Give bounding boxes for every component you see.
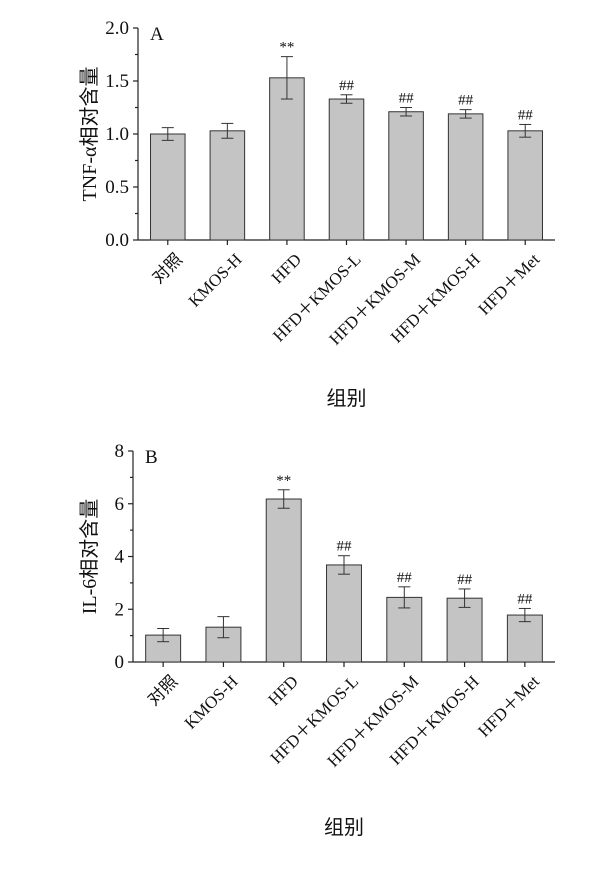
y-tick-label: 8	[115, 441, 125, 462]
bar	[209, 130, 246, 241]
y-tick-label: 2	[115, 599, 125, 620]
significance-label: ##	[518, 107, 534, 123]
x-category-label: 对照	[144, 672, 181, 709]
y-tick-label: 0.5	[105, 177, 129, 198]
x-category-label: HFD	[264, 672, 301, 709]
significance-label: **	[276, 473, 291, 489]
x-category-label: KMOS-H	[185, 250, 246, 311]
bar	[326, 564, 362, 663]
bar	[447, 113, 484, 241]
y-tick-label: 1.5	[105, 71, 129, 92]
significance-label: ##	[339, 78, 355, 94]
y-tick-label: 2.0	[105, 18, 129, 39]
significance-label: **	[279, 40, 294, 56]
bar	[388, 111, 424, 241]
x-axis-label: 组别	[327, 387, 367, 410]
bar	[269, 77, 305, 241]
panel-label: A	[150, 24, 164, 45]
bar	[507, 130, 543, 241]
bar	[506, 614, 543, 663]
x-category-label: 对照	[149, 250, 186, 287]
x-category-label: HFD＋Met	[474, 672, 543, 741]
x-axis-label: 组别	[324, 816, 364, 839]
x-category-label: HFD	[268, 250, 305, 287]
y-tick-label: 1.0	[105, 124, 129, 145]
bar	[328, 98, 365, 241]
significance-label: ##	[458, 93, 474, 109]
y-axis-label: IL-6相对含量	[78, 499, 101, 615]
significance-label: ##	[397, 570, 413, 586]
y-axis-label: TNF-α相对含量	[78, 67, 101, 202]
significance-label: ##	[457, 572, 473, 588]
y-tick-label: 6	[115, 494, 125, 515]
bar	[265, 498, 302, 663]
panel-label: B	[145, 447, 158, 468]
significance-label: ##	[517, 591, 533, 607]
y-tick-label: 4	[115, 547, 125, 568]
bar	[150, 133, 186, 241]
y-tick-label: 0.0	[105, 230, 129, 251]
significance-label: ##	[399, 91, 415, 107]
x-category-label: KMOS-H	[181, 672, 242, 733]
y-tick-label: 0	[115, 652, 125, 673]
x-category-label: HFD＋Met	[475, 250, 544, 319]
significance-label: ##	[337, 539, 353, 555]
